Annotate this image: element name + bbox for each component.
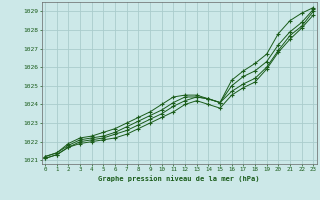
X-axis label: Graphe pression niveau de la mer (hPa): Graphe pression niveau de la mer (hPa) <box>99 175 260 182</box>
